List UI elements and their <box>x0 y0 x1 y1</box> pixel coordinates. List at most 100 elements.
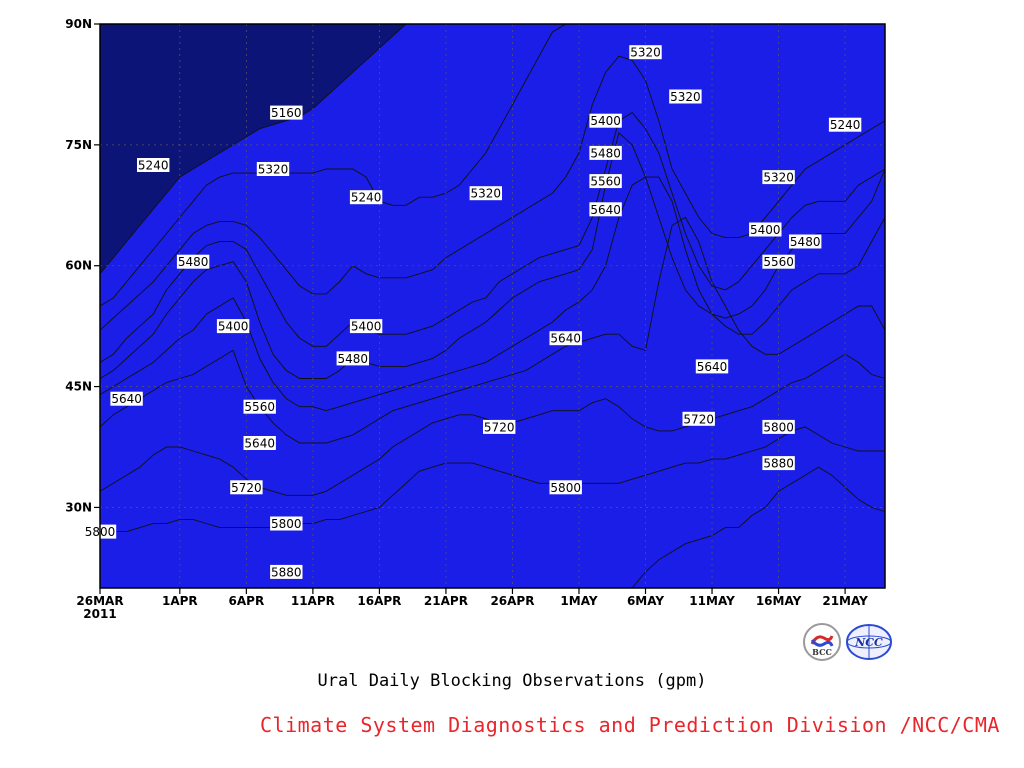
contour-label: 5480 <box>589 145 622 160</box>
contour-label-box <box>762 456 795 471</box>
contour-label: 5480 <box>789 234 822 249</box>
contour-label-box <box>695 359 729 374</box>
contour-label: 5560 <box>762 254 795 269</box>
contour-label-box <box>216 319 250 334</box>
contour-label-box <box>789 234 822 249</box>
contour-chart: 5160 5240 5240 5240 5320 5320 5320 5320 5320 5400… <box>65 17 886 621</box>
contour-label: 5800 <box>762 419 795 434</box>
contour-label-text: 5800 <box>271 517 302 531</box>
contour-label: 5560 <box>243 399 276 414</box>
contour-label-box <box>589 145 622 160</box>
contour-label-text: 5560 <box>244 400 275 414</box>
contour-label-text: 5880 <box>763 457 794 471</box>
contour-label-text: 5800 <box>550 481 581 495</box>
contour-label-box <box>349 190 383 205</box>
contour-label: 5320 <box>256 162 290 177</box>
contour-label: 5240 <box>828 117 862 132</box>
contour-label: 5800 <box>270 516 303 531</box>
contour-label-text: 5720 <box>231 481 262 495</box>
contour-label-box <box>682 411 715 426</box>
contour-label-text: 5640 <box>550 332 581 346</box>
contour-label: 5400 <box>749 222 782 237</box>
axes: 26MAR 1APR 6APR 11APR 16APR 21APR 26APR 1MAY 6MA… <box>65 17 868 621</box>
contour-label: 5640 <box>243 436 276 451</box>
contour-label-text: 5560 <box>590 175 621 189</box>
y-tick-label: 45N <box>65 380 92 394</box>
contour-label-text: 5320 <box>258 163 289 177</box>
contour-label-box <box>589 202 622 217</box>
x-tick-label: 11APR <box>291 594 335 608</box>
contour-label-box <box>762 254 795 269</box>
plot-frame <box>99 23 886 589</box>
y-tick-label: 90N <box>65 17 92 31</box>
bcc-logo: BCC <box>802 622 842 666</box>
contour-line-5480 <box>99 131 886 379</box>
contour-band-5160 <box>100 24 885 588</box>
contour-label-text: 5240 <box>830 118 861 132</box>
contour-line-5560 <box>99 176 886 412</box>
contour-label-box <box>110 391 143 406</box>
contour-label-text: 5240 <box>351 191 382 205</box>
svg-text:BCC: BCC <box>812 647 832 657</box>
contour-label-text: 5400 <box>750 223 781 237</box>
contour-label-box <box>336 351 369 366</box>
contour-label-text: 5480 <box>590 146 621 160</box>
contour-label: 5640 <box>549 331 582 346</box>
contour-label: 5320 <box>762 170 795 185</box>
contour-label: 5720 <box>230 480 263 495</box>
contour-label: 5480 <box>336 351 369 366</box>
x-tick-label: 6MAY <box>627 594 664 608</box>
x-tick-label: 1APR <box>162 594 198 608</box>
contour-label-box <box>589 113 622 128</box>
contour-label-text: 5480 <box>178 255 209 269</box>
contour-label-box <box>176 254 210 269</box>
contour-label-box <box>256 162 290 176</box>
contour-label-box <box>749 222 782 237</box>
contour-label-text: 5320 <box>763 171 794 185</box>
contour-label: 5640 <box>589 202 622 217</box>
contour-label-text: 5240 <box>138 159 169 173</box>
contour-label: 5800 <box>549 480 582 495</box>
credit-line: Climate System Diagnostics and Predictio… <box>260 713 1000 737</box>
contour-label-text: 5400 <box>218 320 249 334</box>
contour-label: 5240 <box>349 190 383 205</box>
x-tick-label: 21APR <box>424 594 468 608</box>
contour-label-box <box>762 419 795 434</box>
y-tick-label: 60N <box>65 259 92 273</box>
contour-label: 5640 <box>110 391 143 406</box>
contour-label: 5720 <box>483 419 516 434</box>
chart-title: Ural Daily Blocking Observations (gpm) <box>317 671 707 691</box>
contour-label: 5400 <box>216 319 250 334</box>
contour-label-box <box>549 331 582 346</box>
contour-label-box <box>230 480 263 495</box>
x-year-label: 2011 <box>83 607 116 621</box>
contour-label: 5720 <box>682 411 715 426</box>
contour-label-text: 5400 <box>351 320 382 334</box>
y-tick-label: 30N <box>65 500 92 514</box>
contour-label-text: 5640 <box>590 203 621 217</box>
contour-label: 5160 <box>270 105 303 120</box>
contour-label: 5560 <box>589 174 622 189</box>
x-tick-label: 1MAY <box>560 594 597 608</box>
contour-label-text: 5160 <box>271 106 302 120</box>
contour-label-box <box>270 564 303 579</box>
contour-label: 5320 <box>629 45 662 60</box>
contour-label: 5400 <box>589 113 622 128</box>
x-tick-label: 26APR <box>490 594 534 608</box>
contour-label-text: 5800 <box>763 420 794 434</box>
x-tick-label: 26MAR <box>76 594 123 608</box>
contour-label: 5480 <box>176 254 210 269</box>
contour-label: 5880 <box>762 456 795 471</box>
contour-label-box <box>270 105 303 120</box>
contour-label-text: 5480 <box>338 352 369 366</box>
contour-label-text: 5640 <box>111 392 142 406</box>
contour-label-box <box>469 186 502 201</box>
contour-label-box <box>549 480 582 495</box>
contour-label-box <box>669 89 702 104</box>
contour-label: 5320 <box>469 186 502 201</box>
contour-label-box <box>243 436 276 450</box>
contour-label-text: 5320 <box>471 187 502 201</box>
contour-label: 5240 <box>137 158 170 173</box>
contour-label-box <box>137 158 170 172</box>
contour-label-box <box>270 516 303 531</box>
